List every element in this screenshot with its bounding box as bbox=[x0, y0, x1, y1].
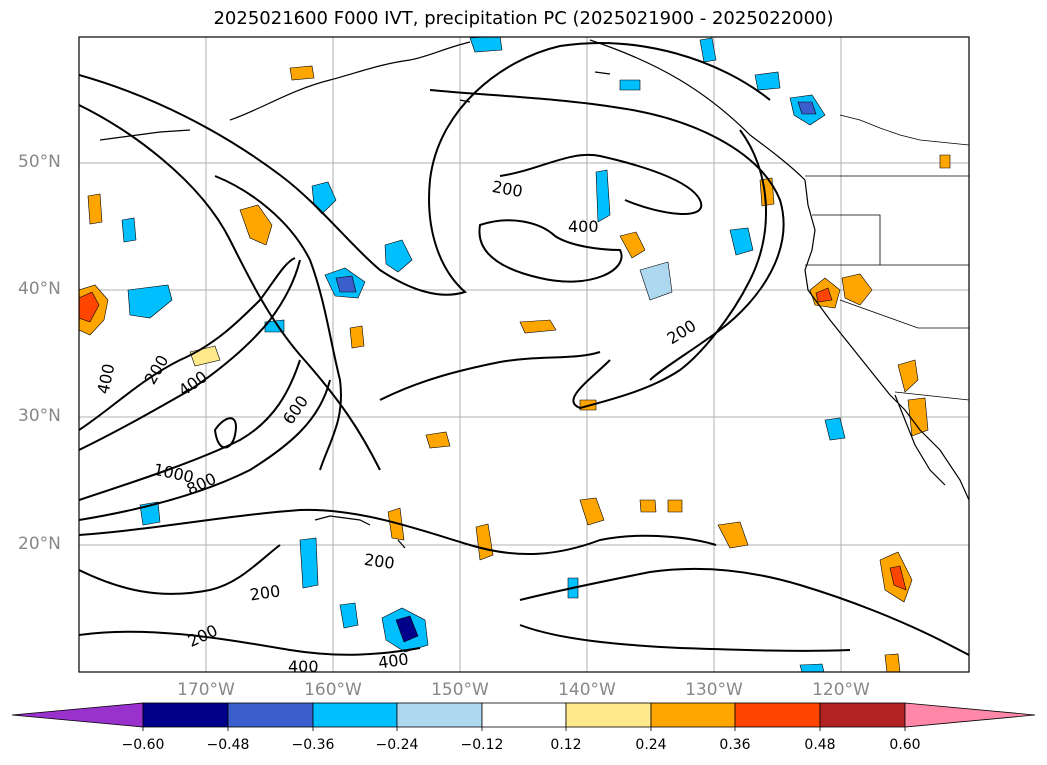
precip-positive-blobs bbox=[79, 65, 951, 672]
lon-label: 140°W bbox=[558, 680, 616, 700]
colorbar-tick-label: 0.60 bbox=[889, 737, 921, 753]
contour-label: 400 bbox=[377, 649, 410, 672]
lon-label: 130°W bbox=[685, 680, 743, 700]
colorbar bbox=[11, 702, 1036, 731]
colorbar-tick-label: 0.12 bbox=[550, 737, 582, 753]
lon-label: 150°W bbox=[431, 680, 489, 700]
colorbar-bin bbox=[227, 702, 314, 728]
contour-label: 200 bbox=[249, 581, 282, 604]
lat-label: 30°N bbox=[18, 406, 61, 426]
contour-label: 200 bbox=[185, 621, 221, 651]
precip-negative-blobs bbox=[121, 37, 846, 672]
colorbar-bin bbox=[734, 702, 821, 728]
lat-label: 50°N bbox=[18, 152, 61, 172]
contour-label: 200 bbox=[363, 550, 396, 573]
lon-label: 120°W bbox=[812, 680, 870, 700]
colorbar-bin bbox=[565, 702, 652, 728]
lon-label: 160°W bbox=[304, 680, 362, 700]
contour-label: 200 bbox=[664, 316, 700, 348]
contour-label: 400 bbox=[288, 657, 319, 676]
boundaries bbox=[805, 114, 969, 401]
colorbar-bin bbox=[481, 702, 567, 728]
contour-label: 200 bbox=[141, 352, 173, 388]
colorbar-tick-label: 0.24 bbox=[635, 737, 667, 753]
coastlines bbox=[99, 39, 969, 549]
colorbar-tick-label: −0.60 bbox=[121, 737, 165, 753]
colorbar-tick-label: −0.24 bbox=[375, 737, 419, 753]
lat-label: 40°N bbox=[18, 279, 61, 299]
colorbar-tick-marks bbox=[142, 727, 906, 731]
colorbar-over-triangle bbox=[904, 702, 1036, 728]
contour-label: 400 bbox=[93, 362, 118, 396]
colorbar-bin bbox=[819, 702, 906, 728]
colorbar-under-triangle bbox=[11, 702, 144, 728]
map-title: 2025021600 F000 IVT, precipitation PC (2… bbox=[213, 8, 834, 29]
colorbar-tick-label: −0.36 bbox=[291, 737, 335, 753]
lon-label: 170°W bbox=[177, 680, 235, 700]
colorbar-tick-label: −0.48 bbox=[206, 737, 250, 753]
colorbar-bin bbox=[650, 702, 736, 728]
colorbar-tick-label: 0.48 bbox=[804, 737, 836, 753]
colorbar-bin bbox=[312, 702, 398, 728]
contour-label: 200 bbox=[491, 177, 524, 201]
map-frame bbox=[78, 36, 970, 673]
colorbar-bin bbox=[396, 702, 483, 728]
colorbar-tick-label: 0.36 bbox=[719, 737, 751, 753]
contour-label: 400 bbox=[568, 217, 599, 236]
colorbar-tick-label: −0.12 bbox=[460, 737, 504, 753]
ivt-contours bbox=[79, 42, 969, 656]
lat-label: 20°N bbox=[18, 534, 61, 554]
colorbar-bin bbox=[142, 702, 229, 728]
